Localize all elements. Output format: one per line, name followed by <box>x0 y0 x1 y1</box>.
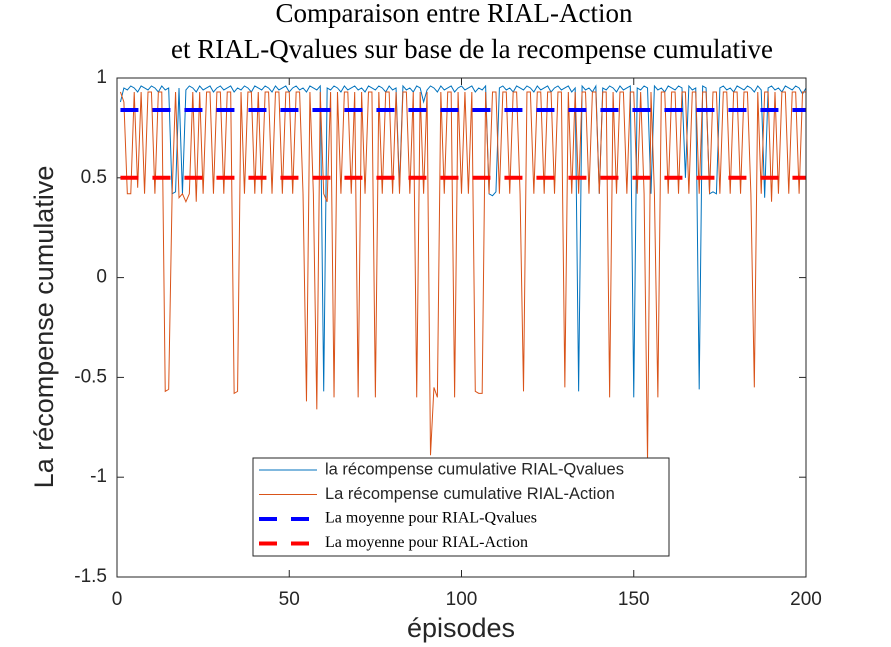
x-axis-label: épisodes <box>407 613 515 643</box>
legend-label: la récompense cumulative RIAL-Qvalues <box>325 460 624 478</box>
chart-title: et RIAL-Qvalues sur base de la recompens… <box>171 34 773 64</box>
chart-title: Comparaison entre RIAL-Action <box>276 0 633 28</box>
data-line <box>119 91 806 462</box>
y-tick-label: 1 <box>96 67 107 88</box>
x-tick-label: 50 <box>279 589 300 610</box>
y-tick-label: -0.5 <box>74 366 107 387</box>
legend <box>252 457 670 557</box>
x-tick-label: 150 <box>618 589 650 610</box>
axes-box <box>116 77 807 578</box>
x-tick-label: 0 <box>112 589 123 610</box>
x-tick-label: 100 <box>446 589 478 610</box>
legend-label: La moyenne pour RIAL-Qvalues <box>325 510 537 527</box>
data-line <box>119 84 807 398</box>
legend-label: La récompense cumulative RIAL-Action <box>325 485 615 503</box>
y-tick-label: 0 <box>96 267 107 288</box>
y-axis-label: La récompense cumulative <box>29 166 59 489</box>
legend-label: La moyenne pour RIAL-Action <box>325 534 528 551</box>
y-tick-label: -1.5 <box>74 566 107 587</box>
y-tick-label: -1 <box>90 466 107 487</box>
x-tick-label: 200 <box>790 589 822 610</box>
y-tick-label: 0.5 <box>81 167 107 188</box>
